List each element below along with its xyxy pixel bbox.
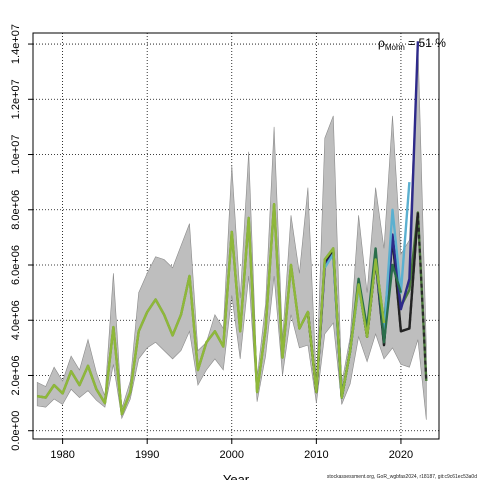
y-tick-label: 4.0e+06 <box>10 300 22 340</box>
mohn-rho-value: = 51 % <box>405 36 446 50</box>
y-tick-label: 8.0e+06 <box>10 190 22 230</box>
series-lines <box>37 41 428 416</box>
x-tick-label: 2000 <box>220 449 244 461</box>
x-axis: 1980 1990 2000 2010 2020 <box>50 439 413 461</box>
confidence-band <box>36 41 427 420</box>
x-tick-label: 2020 <box>389 449 413 461</box>
series-line-6 <box>37 202 386 416</box>
y-tick-label: 1.0e+07 <box>10 134 22 174</box>
band-area <box>36 41 427 420</box>
y-tick-label: 6.0e+06 <box>10 245 22 285</box>
x-tick-label: 1980 <box>50 449 74 461</box>
y-tick-label: 2.0e+06 <box>10 355 22 395</box>
footer-source: stockassessment.org, GoR_wgbfas2024, r18… <box>327 474 477 480</box>
x-tick-label: 2010 <box>304 449 328 461</box>
x-axis-title: Year <box>223 472 250 480</box>
mohn-rho-subscript: Mohn <box>385 43 405 52</box>
mohn-rho-symbol: ρ <box>378 36 385 50</box>
x-tick-label: 1990 <box>135 449 159 461</box>
y-tick-label: 1.4e+07 <box>10 24 22 64</box>
y-tick-label: 1.2e+07 <box>10 79 22 119</box>
mohn-rho-annotation: ρMohn = 51 % <box>378 36 446 52</box>
y-tick-label: 0.0e+00 <box>10 411 22 451</box>
y-axis: 0.0e+00 2.0e+06 4.0e+06 6.0e+06 8.0e+06 1.0e+… <box>10 24 33 451</box>
plot-frame <box>32 32 440 440</box>
